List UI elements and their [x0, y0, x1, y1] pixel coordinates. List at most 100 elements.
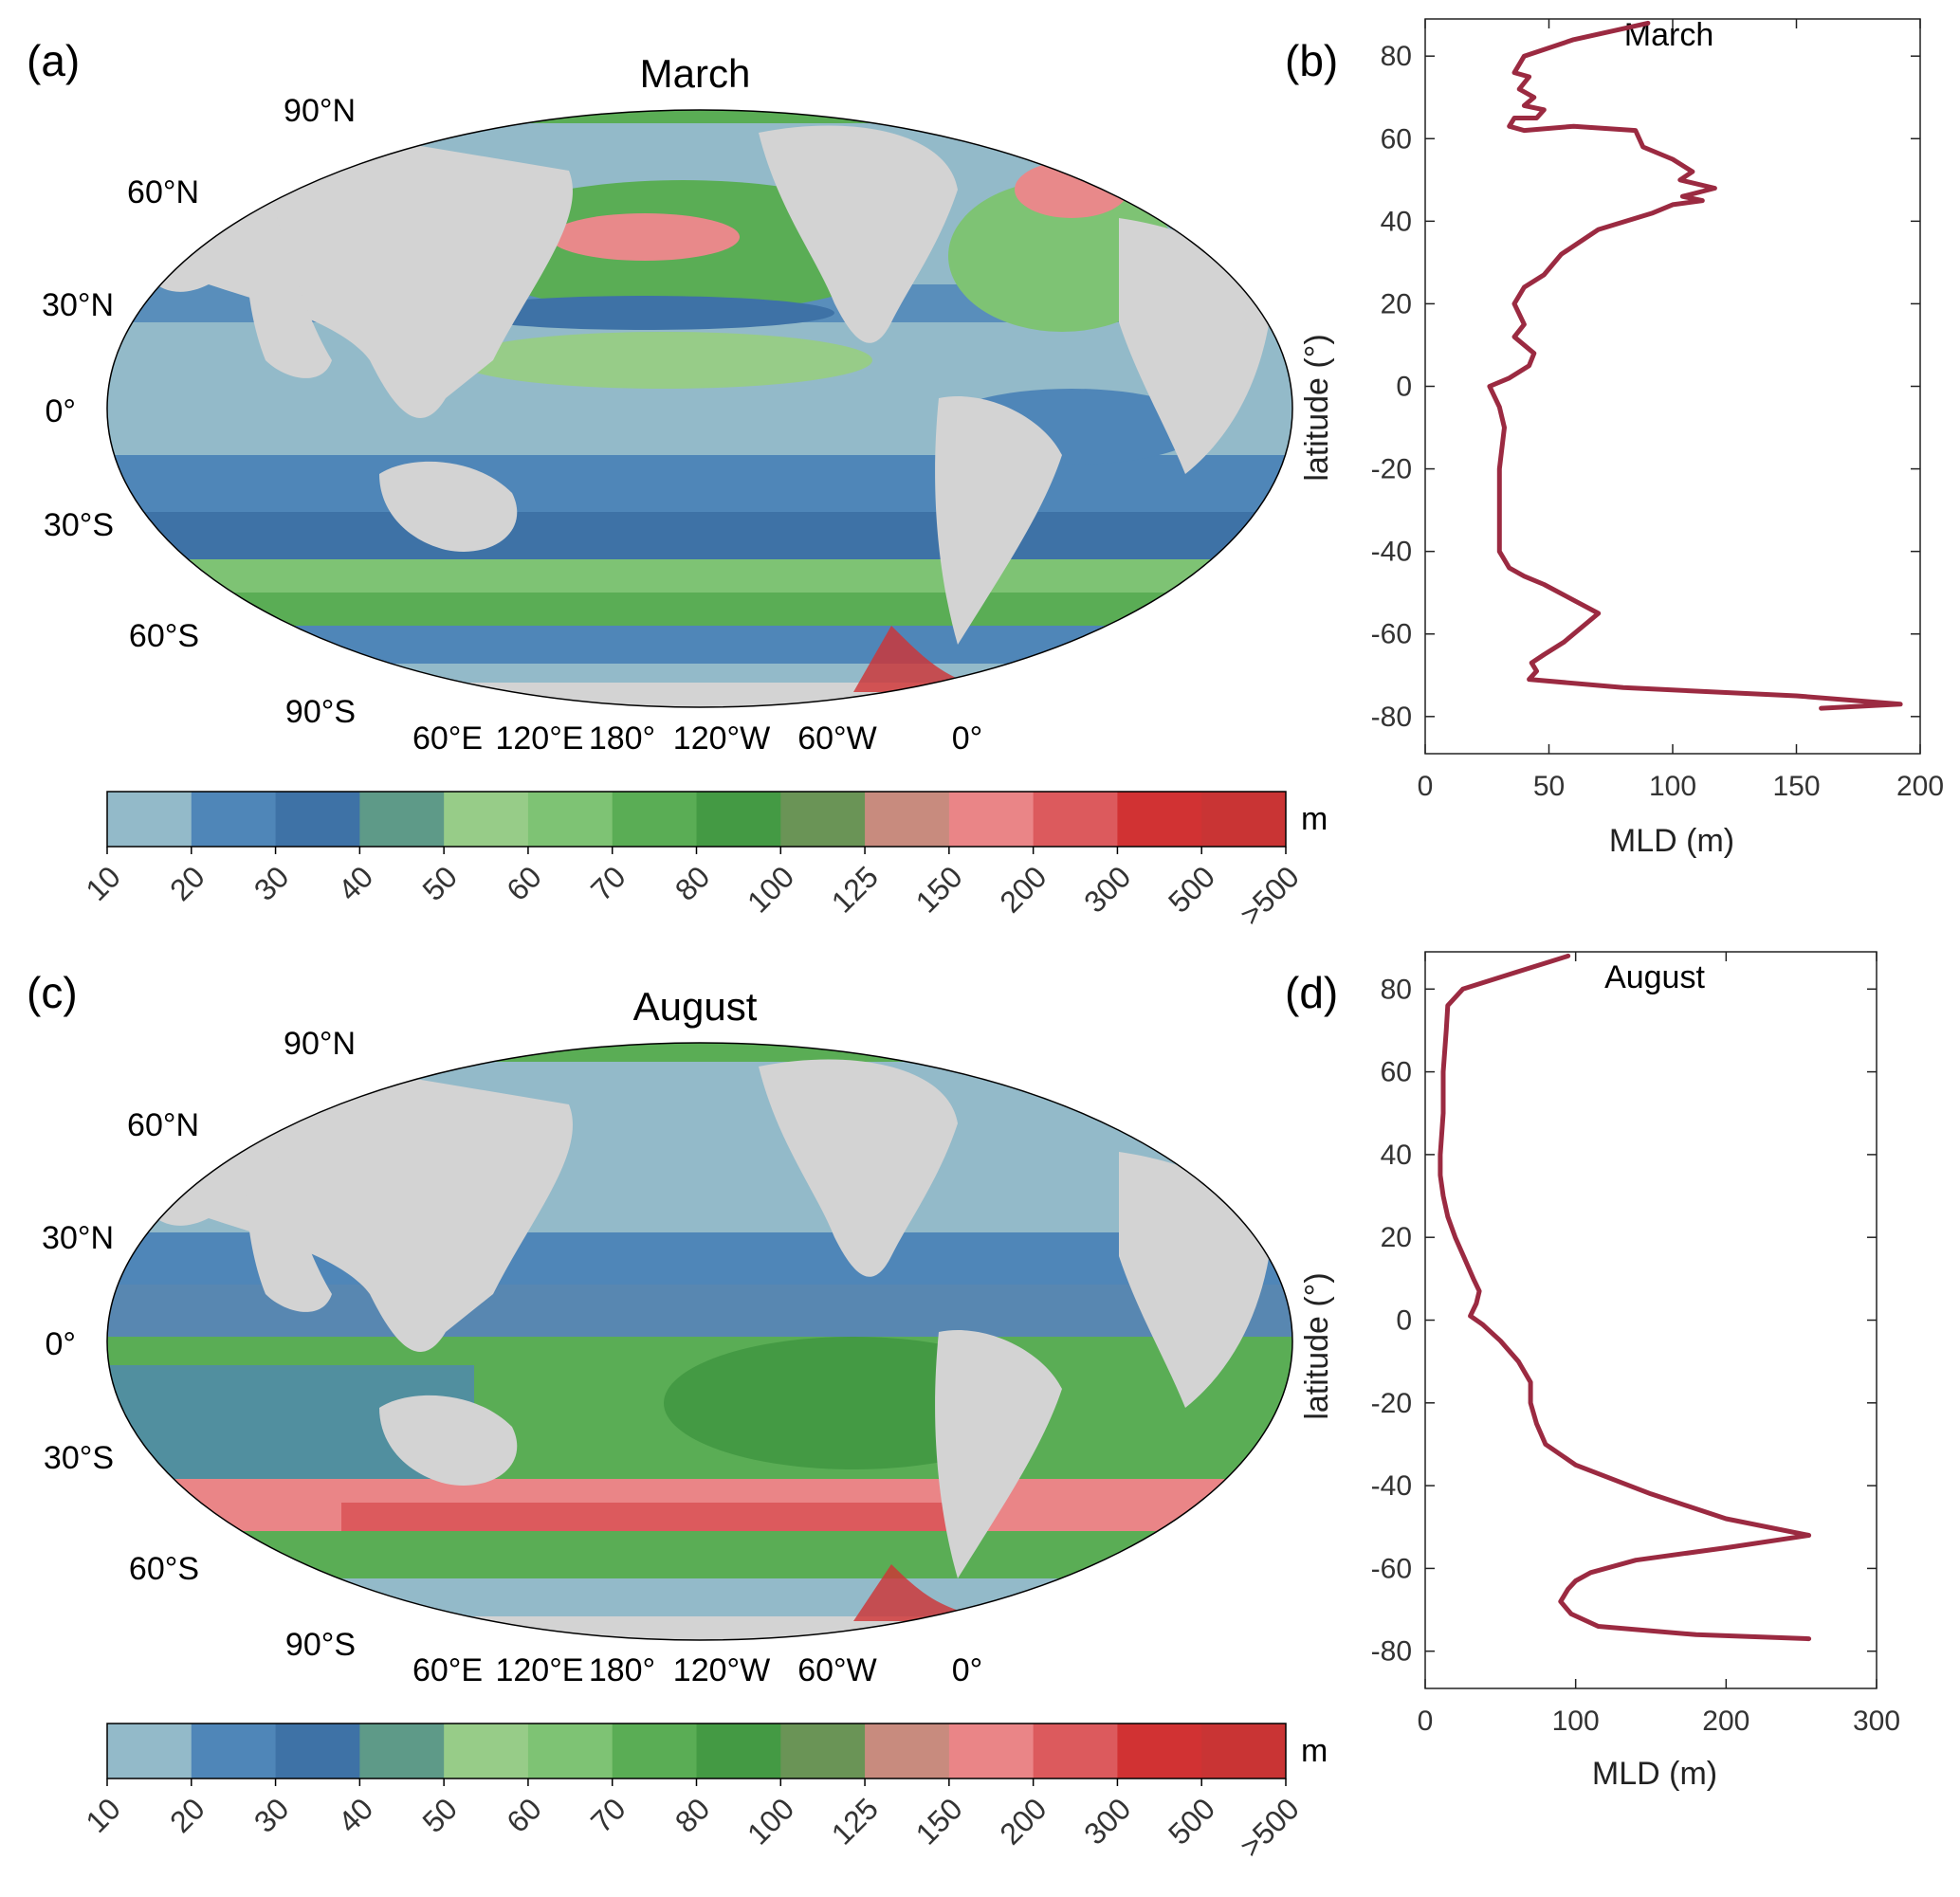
colorbar-label: 50 — [415, 859, 464, 907]
colorbar-label: 500 — [1162, 859, 1221, 919]
x-tick-label: 100 — [1649, 771, 1696, 802]
colorbar: 10 20 30 40 50 60 70 80 100 125 150 200 300 500 >500 m — [79, 791, 1328, 932]
panel-label-d: (d) — [1285, 968, 1338, 1017]
y-axis-label: latitude (°) — [1299, 334, 1335, 481]
lat-label: 90°N — [284, 1026, 356, 1062]
lat-label: 30°N — [42, 287, 114, 323]
latitude-labels: 90°N 60°N 30°N 0° 30°S 60°S 90°S — [42, 1026, 356, 1663]
x-tick-label: 200 — [1702, 1705, 1749, 1737]
lat-label: 60°N — [127, 1107, 199, 1143]
y-tick-label: 60 — [1381, 1057, 1412, 1088]
colorbar-swatch — [191, 1724, 277, 1778]
map-march: (a) March — [27, 36, 1328, 932]
colorbar-swatch — [780, 792, 866, 847]
profile-title: March — [1624, 17, 1713, 53]
lon-label: 60°E — [412, 720, 483, 757]
lat-label: 30°S — [44, 1440, 114, 1476]
y-tick-label: 40 — [1381, 206, 1412, 237]
lon-label: 120°W — [673, 720, 770, 757]
y-tick-label: -40 — [1371, 537, 1412, 568]
y-tick-label: 60 — [1381, 123, 1412, 155]
longitude-labels: 60°E 120°E 180° 120°W 60°W 0° — [412, 720, 982, 757]
colorbar-label: 80 — [669, 1791, 717, 1839]
profile-march: (b) March MLD (m) latitude (°) 806040200… — [1285, 17, 1944, 859]
y-tick-label: 40 — [1381, 1140, 1412, 1171]
colorbar-swatch — [1201, 792, 1287, 847]
colorbar-swatch — [948, 1724, 1035, 1778]
lat-label: 0° — [45, 1326, 76, 1362]
colorbar-label: 40 — [332, 859, 380, 907]
colorbar-label: 70 — [584, 1791, 632, 1839]
colorbar-label: >500 — [1234, 1791, 1306, 1863]
y-tick-label: 80 — [1381, 41, 1412, 72]
colorbar-label: 500 — [1162, 1791, 1221, 1851]
lat-label: 0° — [45, 393, 76, 429]
y-tick-label: 20 — [1381, 288, 1412, 319]
lat-label: 60°S — [129, 618, 199, 654]
y-tick-label: -20 — [1371, 1388, 1412, 1419]
colorbar-swatch — [612, 1724, 697, 1778]
map-august: (c) August 90°N 60°N 30°N — [27, 968, 1328, 1864]
panel-label-a: (a) — [27, 36, 80, 85]
colorbar-label: 300 — [1077, 1791, 1137, 1851]
colorbar-swatch — [107, 792, 192, 847]
lat-label: 60°N — [127, 174, 199, 210]
lat-label: 90°S — [285, 694, 356, 730]
lat-label: 90°N — [284, 93, 356, 129]
colorbar-label: 20 — [163, 859, 211, 907]
colorbar-swatch — [527, 792, 614, 847]
x-tick-label: 300 — [1853, 1705, 1900, 1737]
colorbar-label: 200 — [993, 1791, 1053, 1851]
x-axis-label: MLD (m) — [1592, 1756, 1717, 1792]
colorbar-label: 200 — [993, 859, 1053, 919]
panel-label-b: (b) — [1285, 36, 1338, 85]
lon-label: 120°E — [495, 1652, 583, 1688]
lon-label: 60°W — [797, 720, 877, 757]
colorbar-label: 60 — [500, 1791, 548, 1839]
x-tick-label: 150 — [1772, 771, 1820, 802]
lat-label: 30°N — [42, 1220, 114, 1256]
lat-label: 60°S — [129, 1551, 199, 1587]
colorbar-label: 300 — [1077, 859, 1137, 919]
y-tick-label: -40 — [1371, 1470, 1412, 1502]
colorbar-label: 125 — [825, 1791, 885, 1851]
colorbar-swatch — [191, 792, 277, 847]
mld-profile-line — [1487, 20, 1903, 711]
colorbar-unit: m — [1301, 801, 1328, 837]
y-axis-label: latitude (°) — [1299, 1272, 1335, 1419]
colorbar-label: 70 — [584, 859, 632, 907]
colorbar-label: >500 — [1234, 859, 1306, 931]
colorbar-label: 50 — [415, 1791, 464, 1839]
colorbar-swatch — [444, 1724, 529, 1778]
colorbar-label: 150 — [909, 1791, 969, 1851]
y-tick-label: -60 — [1371, 1553, 1412, 1584]
colorbar-swatch — [1201, 1724, 1287, 1778]
colorbar-swatch — [612, 792, 697, 847]
lat-label: 30°S — [44, 507, 114, 543]
map-ocean-field — [107, 1043, 1292, 1640]
colorbar-label: 40 — [332, 1791, 380, 1839]
map-ocean-field — [107, 110, 1292, 707]
lon-label: 60°W — [797, 1652, 877, 1688]
x-tick-label: 0 — [1418, 771, 1434, 802]
colorbar-swatch — [1117, 1724, 1202, 1778]
panel-label-c: (c) — [27, 968, 78, 1017]
y-tick-label: 0 — [1396, 372, 1412, 403]
colorbar-swatch — [359, 1724, 445, 1778]
colorbar-swatch — [444, 792, 529, 847]
colorbar-unit: m — [1301, 1733, 1328, 1769]
colorbar-swatch — [275, 1724, 360, 1778]
colorbar-label: 125 — [825, 859, 885, 919]
profile-title: August — [1604, 959, 1705, 995]
colorbar-label: 100 — [741, 859, 800, 919]
colorbar: 10 20 30 40 50 60 70 80 100 125 150 200 300 500 >500 m — [79, 1723, 1328, 1864]
colorbar-swatch — [1033, 1724, 1118, 1778]
x-tick-label: 50 — [1533, 771, 1565, 802]
colorbar-label: 10 — [79, 859, 127, 907]
y-tick-label: 80 — [1381, 974, 1412, 1005]
x-tick-label: 100 — [1552, 1705, 1600, 1737]
colorbar-label: 150 — [909, 859, 969, 919]
colorbar-swatch — [1117, 792, 1202, 847]
lat-label: 90°S — [285, 1627, 356, 1663]
